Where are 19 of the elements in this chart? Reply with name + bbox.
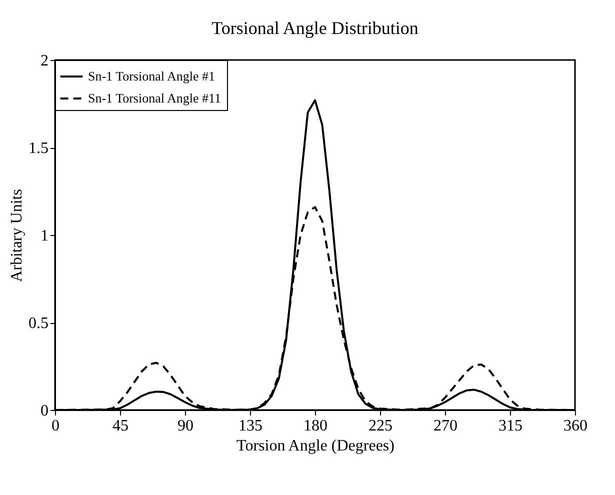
- legend-label: Sn-1 Torsional Angle #1: [88, 68, 216, 84]
- y-tick-label: 0: [40, 402, 48, 420]
- x-tick-label: 270: [434, 418, 458, 434]
- x-tick-label: 180: [304, 418, 328, 434]
- x-tick-label: 225: [368, 418, 392, 434]
- y-tick-label: 1: [40, 228, 48, 244]
- y-tick-label: 1.5: [28, 140, 48, 157]
- x-tick-label: 0: [52, 418, 60, 434]
- x-tick-label: 45: [112, 418, 128, 434]
- y-axis-title: Arbitary Units: [8, 189, 26, 282]
- x-tick-label: 315: [498, 418, 522, 434]
- x-tick-label: 360: [564, 418, 588, 434]
- x-tick-label: 135: [238, 418, 262, 434]
- y-tick-label: 0.5: [28, 315, 48, 332]
- y-tick-label: 2: [40, 52, 48, 70]
- x-tick-label: 90: [178, 418, 194, 434]
- chart-title: Torsional Angle Distribution: [212, 18, 418, 38]
- x-axis-title: Torsion Angle (Degrees): [236, 438, 394, 454]
- legend-label: Sn-1 Torsional Angle #11: [88, 90, 222, 106]
